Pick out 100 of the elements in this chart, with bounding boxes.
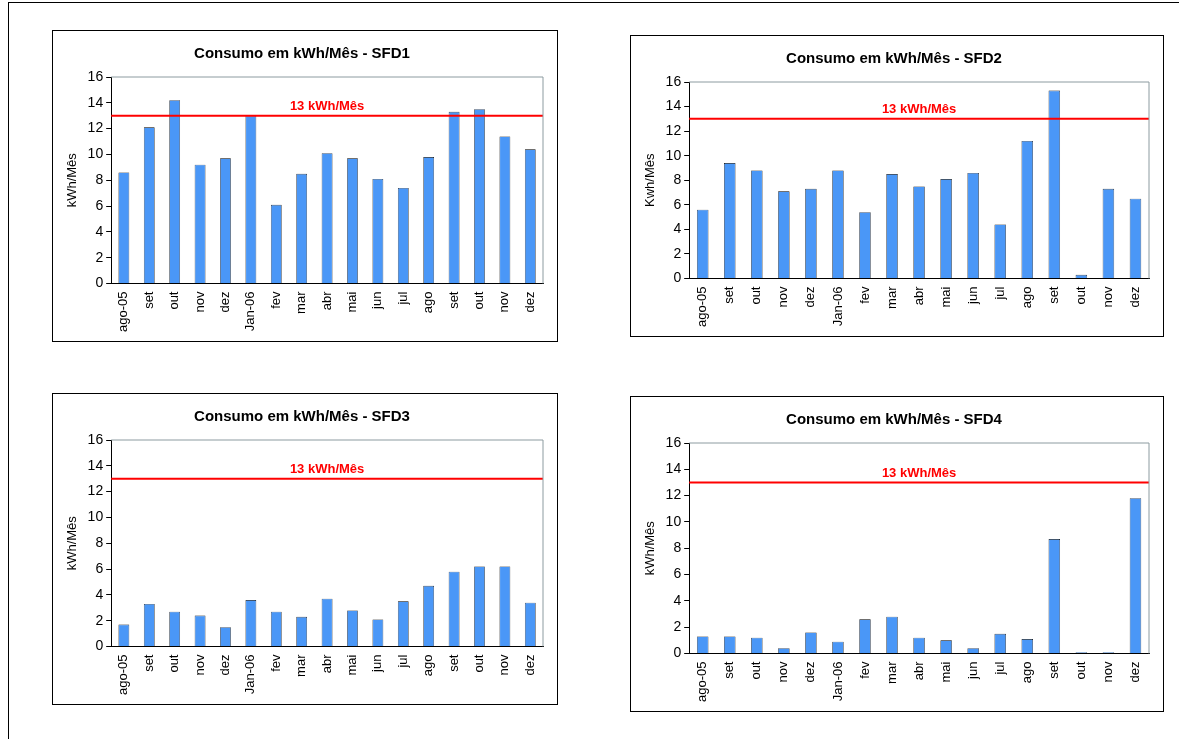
y-tick-label: 2 xyxy=(95,248,104,265)
y-tick-label: 12 xyxy=(87,482,104,499)
y-tick-label: 14 xyxy=(665,460,682,477)
y-tick-label: 4 xyxy=(673,220,682,237)
y-tick-label: 2 xyxy=(673,618,682,635)
y-tick-label: 12 xyxy=(665,121,682,138)
y-tick-label: 12 xyxy=(87,119,104,136)
x-tick-label: Jan-06 xyxy=(829,661,845,702)
y-tick-label: 10 xyxy=(87,508,104,525)
y-tick-label: 8 xyxy=(673,171,682,188)
x-tick-label: nov xyxy=(496,654,512,676)
x-tick-label: mai xyxy=(937,661,953,683)
chart-title: Consumo em kWh/Mês - SFD4 xyxy=(786,410,1003,428)
x-tick-label: fev xyxy=(267,654,283,672)
y-tick-label: 10 xyxy=(87,145,104,162)
x-tick-label: nov xyxy=(191,654,207,676)
x-tick-label: fev xyxy=(856,661,872,679)
x-tick-label: jun xyxy=(369,291,385,310)
y-tick-label: 14 xyxy=(665,97,682,114)
x-tick-label: jul xyxy=(394,291,410,306)
x-tick-label: set xyxy=(445,291,461,309)
x-tick-label: ago xyxy=(420,291,436,314)
y-tick-label: 14 xyxy=(87,456,104,473)
y-tick-label: 4 xyxy=(673,591,682,608)
y-tick-label: 14 xyxy=(87,93,104,110)
x-tick-label: nov xyxy=(775,286,791,308)
x-tick-label: mar xyxy=(883,285,899,309)
x-tick-label: abr xyxy=(910,660,926,681)
y-tick-label: 16 xyxy=(87,430,104,447)
x-tick-label: mai xyxy=(344,654,360,676)
y-tick-label: 0 xyxy=(95,637,104,654)
y-tick-label: 0 xyxy=(673,269,682,286)
y-tick-label: 2 xyxy=(673,244,682,261)
ref-line-label: 13 kWh/Mês xyxy=(289,460,365,476)
x-tick-label: Jan-06 xyxy=(242,291,258,332)
x-tick-label: nov xyxy=(775,661,791,683)
x-tick-label: out xyxy=(748,286,764,305)
x-tick-label: out xyxy=(166,291,182,310)
x-tick-label: jun xyxy=(369,654,385,673)
x-tick-label: nov xyxy=(1100,661,1116,683)
x-tick-label: jul xyxy=(991,661,1007,676)
ref-line-label: 13 kWh/Mês xyxy=(881,464,957,480)
x-tick-label: dez xyxy=(1127,661,1143,683)
x-tick-label: ago xyxy=(420,654,436,677)
y-tick-label: 8 xyxy=(673,539,682,556)
x-tick-label: mai xyxy=(937,286,953,308)
x-tick-label: ago-05 xyxy=(694,286,710,328)
y-tick-label: 16 xyxy=(87,67,104,84)
x-tick-label: abr xyxy=(318,290,334,311)
y-tick-label: 8 xyxy=(95,534,104,551)
y-tick-label: 4 xyxy=(95,222,104,239)
y-axis-title: kWh/Mês xyxy=(64,152,80,208)
y-tick-label: 0 xyxy=(673,644,682,661)
x-tick-label: jun xyxy=(964,286,980,305)
x-tick-label: jun xyxy=(964,661,980,680)
x-tick-label: mar xyxy=(883,660,899,684)
x-tick-label: set xyxy=(140,291,156,309)
x-tick-label: fev xyxy=(267,291,283,309)
x-tick-label: abr xyxy=(910,285,926,306)
x-tick-label: abr xyxy=(318,653,334,674)
x-tick-label: set xyxy=(721,286,737,304)
y-tick-label: 10 xyxy=(665,146,682,163)
x-tick-label: Jan-06 xyxy=(829,286,845,327)
x-tick-label: nov xyxy=(1100,286,1116,308)
y-tick-label: 6 xyxy=(95,559,104,576)
y-axis-title: Kwh/Mês xyxy=(642,153,658,207)
x-tick-label: dez xyxy=(521,654,537,676)
x-tick-label: nov xyxy=(191,291,207,313)
y-tick-label: 6 xyxy=(673,195,682,212)
x-tick-label: dez xyxy=(217,291,233,313)
x-tick-label: set xyxy=(1045,661,1061,679)
chart-title: Consumo em kWh/Mês - SFD3 xyxy=(194,407,410,425)
y-tick-label: 6 xyxy=(673,565,682,582)
y-tick-label: 16 xyxy=(665,72,682,89)
x-tick-label: out xyxy=(471,654,487,673)
y-tick-label: 8 xyxy=(95,171,104,188)
x-tick-label: out xyxy=(1072,661,1088,680)
chart-title: Consumo em kWh/Mês - SFD2 xyxy=(786,49,1002,67)
x-tick-label: Jan-06 xyxy=(242,654,258,695)
x-tick-label: mai xyxy=(344,291,360,313)
x-tick-label: dez xyxy=(521,291,537,313)
x-tick-label: fev xyxy=(856,286,872,304)
x-tick-label: set xyxy=(721,661,737,679)
x-tick-label: ago-05 xyxy=(694,661,710,703)
x-tick-label: out xyxy=(1072,286,1088,305)
y-tick-label: 12 xyxy=(665,486,682,503)
x-tick-label: ago-05 xyxy=(115,654,131,696)
y-tick-label: 16 xyxy=(665,433,682,450)
x-tick-label: mar xyxy=(293,653,309,677)
x-tick-label: dez xyxy=(1127,286,1143,308)
x-tick-label: ago-05 xyxy=(115,291,131,333)
y-tick-label: 6 xyxy=(95,196,104,213)
x-tick-label: jul xyxy=(394,654,410,669)
x-tick-label: set xyxy=(1045,286,1061,304)
y-tick-label: 10 xyxy=(665,512,682,529)
chart-title: Consumo em kWh/Mês - SFD1 xyxy=(194,44,410,62)
x-tick-label: out xyxy=(748,661,764,680)
x-tick-label: jul xyxy=(991,286,1007,301)
y-axis-title: kWh/Mês xyxy=(642,520,658,576)
y-tick-label: 4 xyxy=(95,585,104,602)
